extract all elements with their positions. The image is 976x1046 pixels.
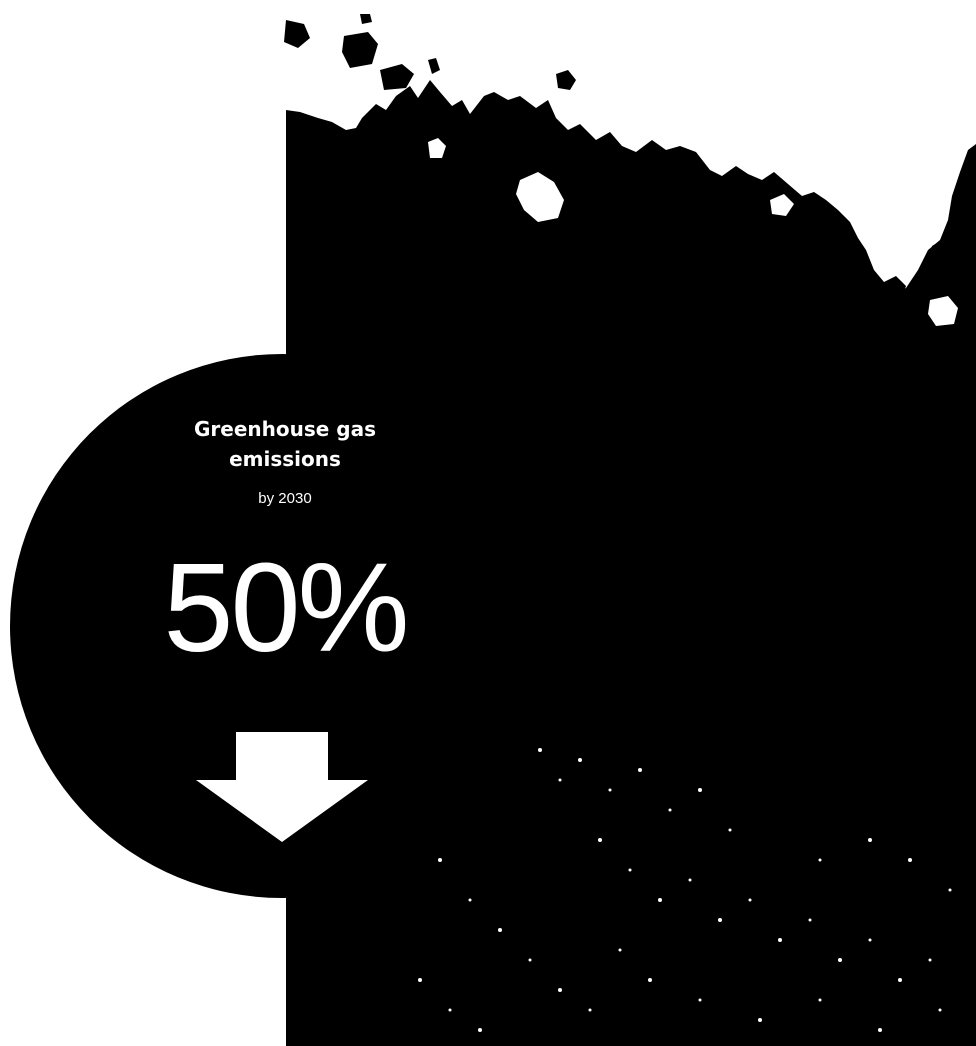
arrow-down-icon [196, 732, 368, 842]
stat-subtitle: by 2030 [258, 490, 312, 507]
stat-value: 50% [163, 537, 409, 678]
stat-title: Greenhouse gas emissions [193, 417, 376, 471]
stat-card: Greenhouse gas emissions by 2030 50% [95, 414, 475, 671]
